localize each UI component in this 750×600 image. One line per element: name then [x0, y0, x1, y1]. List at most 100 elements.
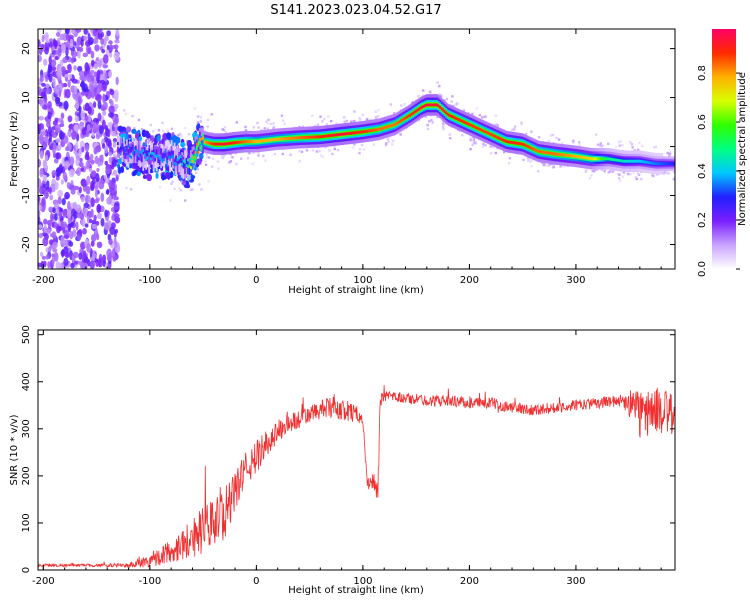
heatmap-cell	[67, 115, 73, 123]
x-tick-label: 0	[253, 275, 259, 286]
heatmap-cell	[476, 126, 479, 130]
heatmap-cell	[42, 174, 48, 182]
heatmap-cell	[81, 146, 85, 153]
heatmap-cell	[180, 179, 183, 183]
heatmap-cell	[235, 162, 238, 166]
heatmap-cell	[68, 168, 75, 178]
heatmap-cell	[491, 145, 494, 149]
heatmap-cell	[178, 156, 180, 160]
heatmap-cell	[551, 166, 555, 169]
heatmap-cell	[647, 161, 650, 165]
heatmap-cell	[185, 184, 191, 189]
heatmap-cell	[318, 135, 321, 139]
heatmap-cell	[206, 125, 209, 128]
heatmap-cell	[179, 189, 182, 192]
heatmap-cell	[42, 142, 48, 149]
heatmap-cell	[565, 153, 568, 157]
heatmap-cell	[117, 132, 120, 135]
heatmap-cell	[67, 63, 72, 74]
heatmap-cell	[114, 240, 118, 249]
heatmap-cell	[121, 147, 124, 163]
heatmap-cell	[58, 164, 64, 174]
heatmap-cell	[389, 103, 393, 106]
heatmap-cell	[278, 137, 280, 141]
heatmap-cell	[64, 191, 71, 200]
heatmap-cell	[410, 112, 413, 116]
heatmap-cell	[194, 171, 198, 175]
heatmap-cell	[471, 135, 475, 139]
heatmap-cell	[377, 109, 380, 112]
heatmap-cell	[376, 128, 379, 132]
heatmap-cell	[431, 121, 434, 124]
heatmap-cell	[47, 261, 51, 269]
heatmap-cell	[638, 141, 641, 145]
heatmap-cell	[102, 93, 106, 104]
heatmap-cell	[106, 44, 110, 50]
heatmap-cell	[146, 173, 153, 182]
heatmap-cell	[276, 137, 279, 141]
heatmap-cell	[263, 139, 265, 143]
heatmap-cell	[222, 155, 226, 158]
heatmap-cell	[63, 252, 70, 258]
heatmap-cell	[424, 104, 426, 108]
heatmap-cell	[190, 174, 196, 180]
heatmap-cell	[591, 169, 594, 173]
heatmap-cell	[531, 147, 534, 151]
heatmap-cell	[498, 136, 501, 140]
heatmap-cell	[635, 159, 638, 163]
heatmap-cell	[93, 147, 98, 155]
heatmap-cell	[389, 124, 392, 128]
heatmap-cell	[169, 199, 172, 202]
heatmap-cell	[399, 133, 402, 136]
heatmap-cell	[630, 143, 634, 146]
heatmap-cell	[67, 217, 72, 224]
heatmap-cell	[595, 157, 598, 161]
heatmap-cell	[113, 205, 119, 210]
heatmap-cell	[198, 183, 201, 186]
heatmap-cell	[266, 138, 268, 142]
heatmap-cell	[52, 241, 58, 249]
heatmap-cell	[471, 112, 474, 116]
heatmap-cell	[90, 90, 95, 99]
heatmap-cell	[48, 132, 52, 142]
heatmap-cell	[82, 52, 89, 58]
heatmap-cell	[90, 197, 95, 208]
heatmap-cell	[75, 221, 79, 231]
heatmap-cell	[176, 158, 179, 165]
heatmap-cell	[555, 152, 558, 156]
heatmap-cell	[537, 170, 540, 173]
heatmap-cell	[480, 116, 484, 119]
heatmap-cell	[199, 119, 202, 123]
heatmap-cell	[577, 155, 580, 159]
heatmap-cell	[60, 112, 65, 120]
heatmap-cell	[117, 166, 122, 175]
heatmap-cell	[506, 140, 509, 144]
heatmap-cell	[152, 149, 155, 156]
heatmap-cell	[228, 141, 231, 145]
heatmap-cell	[45, 39, 49, 44]
heatmap-cell	[634, 175, 638, 179]
heatmap-cell	[579, 155, 582, 159]
heatmap-cell	[352, 146, 355, 149]
heatmap-cell	[96, 69, 101, 80]
heatmap-cell	[331, 152, 334, 156]
heatmap-cell	[301, 125, 305, 128]
heatmap-cell	[48, 245, 52, 253]
heatmap-cell	[452, 104, 455, 108]
heatmap-cell	[55, 152, 60, 160]
heatmap-cell	[54, 96, 61, 105]
heatmap-cell	[196, 115, 200, 118]
heatmap-cell	[40, 204, 46, 213]
heatmap-cell	[649, 161, 652, 165]
heatmap-cell	[298, 149, 301, 153]
heatmap-cell	[653, 162, 656, 165]
heatmap-cell	[324, 134, 327, 138]
heatmap-cell	[464, 121, 467, 125]
heatmap-cell	[72, 228, 77, 238]
heatmap-cell	[80, 110, 86, 121]
heatmap-cell	[46, 228, 52, 235]
heatmap-cell	[47, 111, 52, 120]
heatmap-cell	[550, 152, 553, 155]
heatmap-cell	[407, 114, 410, 118]
